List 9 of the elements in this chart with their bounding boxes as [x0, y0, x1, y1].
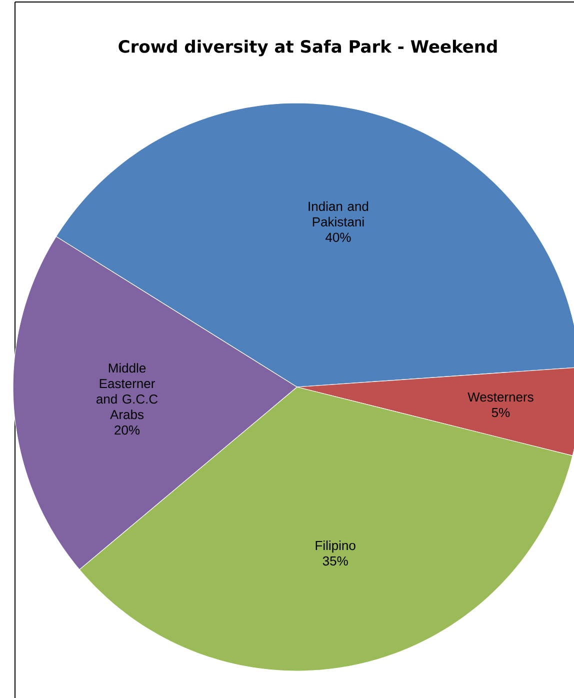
slice-label: Westerners [468, 392, 534, 402]
data-label: 40% [326, 232, 351, 242]
data-label: 20% [114, 425, 140, 435]
data-label: 5% [492, 408, 510, 418]
chart-title: Crowd diversity at Safa Park - Weekend [118, 40, 497, 56]
slice-label: Indian and Pakistani [308, 201, 368, 226]
data-label: 35% [322, 556, 348, 566]
slice-label: Middle Easterner and G.C.C Arabs [96, 363, 158, 420]
slice-label: Filipino [316, 540, 356, 553]
